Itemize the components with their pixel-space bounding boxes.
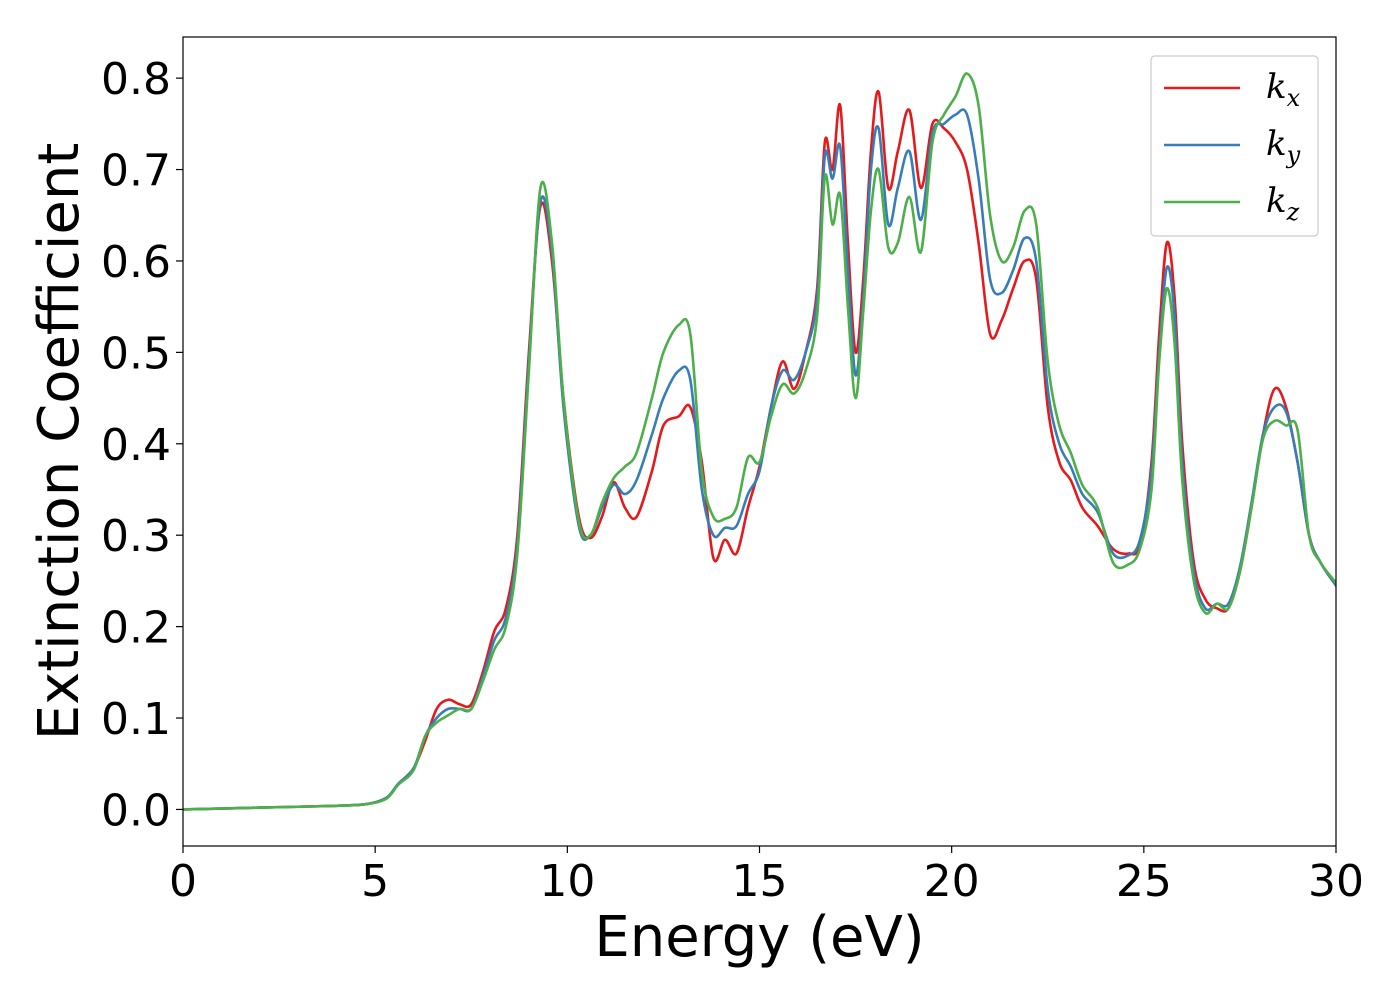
y-tick-label: 0.1	[101, 694, 171, 745]
x-tick-label: 10	[539, 856, 595, 907]
y-tick-label: 0.3	[101, 511, 171, 562]
legend-label: ky	[1266, 124, 1301, 169]
legend-label-base: k	[1266, 181, 1287, 221]
y-tick-label: 0.4	[101, 420, 171, 471]
legend-item-z: kz	[1164, 181, 1300, 226]
x-tick-label: 5	[361, 856, 389, 907]
series-layer	[183, 72, 1336, 811]
x-axis-label: Energy (eV)	[594, 905, 924, 970]
y-tick-label: 0.2	[101, 603, 171, 654]
x-tick-label: 25	[1116, 856, 1172, 907]
legend-item-x: kx	[1164, 67, 1301, 112]
legend-label: kx	[1266, 67, 1301, 112]
x-tick-label: 30	[1308, 856, 1364, 907]
x-tick-label: 0	[169, 856, 197, 907]
legend-label-subscript: z	[1286, 198, 1300, 226]
legend-label-base: k	[1266, 124, 1287, 164]
legend-label-base: k	[1266, 67, 1287, 107]
y-tick-label: 0.5	[101, 328, 171, 379]
legend-label: kz	[1266, 181, 1300, 226]
legend-item-y: ky	[1164, 124, 1301, 169]
x-tick-label: 15	[732, 856, 788, 907]
series-line-z	[183, 72, 1336, 811]
y-tick-label: 0.7	[101, 146, 171, 197]
y-axis-label: Extinction Coefficient	[27, 143, 92, 741]
x-tick-label: 20	[924, 856, 980, 907]
y-tick-label: 0.8	[101, 54, 171, 105]
legend-label-subscript: y	[1286, 141, 1301, 169]
y-axis-ticks: 0.0 0.1 0.2 0.3 0.4 0.5 0.6 0.7 0.8	[101, 54, 183, 836]
y-tick-label: 0.6	[101, 237, 171, 288]
y-tick-label: 0.0	[101, 785, 171, 836]
legend-label-subscript: x	[1287, 84, 1301, 112]
x-axis-ticks: 0 5 10 15 20 25 30	[169, 846, 1364, 907]
